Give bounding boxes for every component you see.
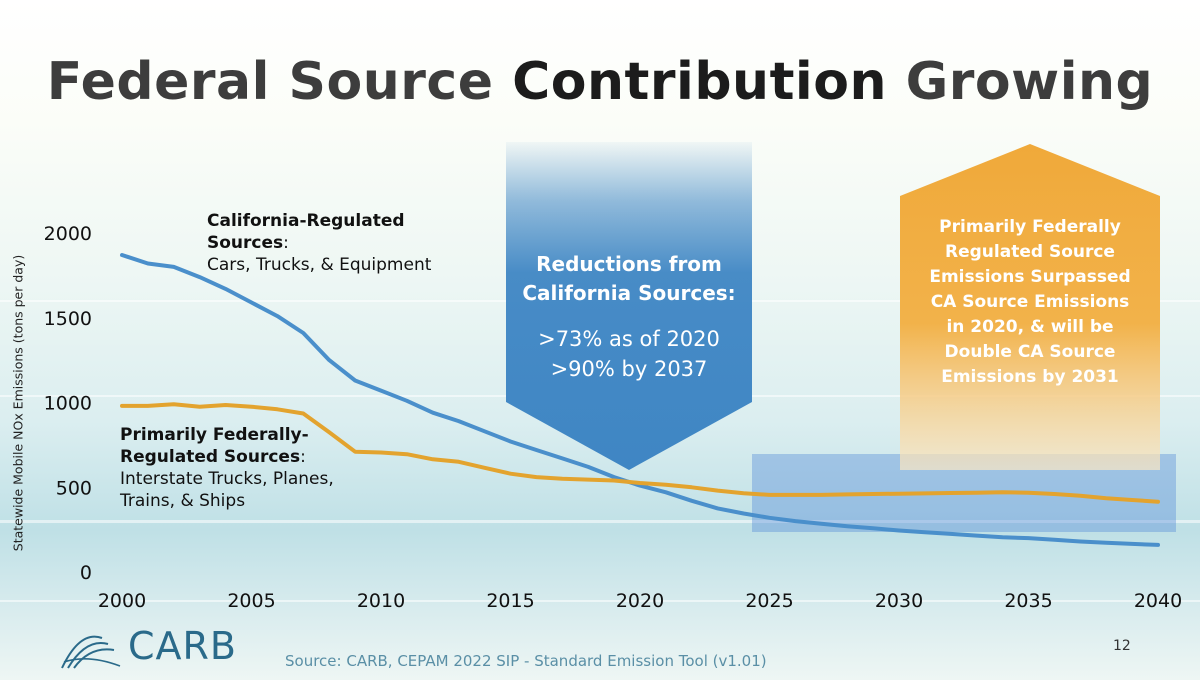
page-number: 12 (1113, 638, 1131, 654)
x-tick-label: 2000 (98, 590, 146, 612)
fed-title-line2: Regulated Sources (120, 447, 301, 467)
slide-title: Federal Source Contribution Growing (0, 52, 1200, 112)
orange-callout-line: Emissions Surpassed (929, 267, 1131, 287)
orange-callout-line: in 2020, & will be (946, 317, 1114, 337)
title-part-2: Contribution (512, 52, 887, 112)
x-tick-label: 2005 (227, 590, 275, 612)
orange-callout-text: Primarily Federally Regulated Source Emi… (900, 215, 1160, 390)
orange-callout-line: Double CA Source (944, 342, 1116, 362)
title-part-1: Federal Source (46, 52, 513, 112)
y-tick-label: 500 (56, 477, 92, 499)
x-tick-label: 2020 (616, 590, 664, 612)
title-part-3: Growing (887, 52, 1154, 112)
federal-sources-line (120, 402, 1160, 504)
y-tick-label: 0 (80, 562, 92, 584)
blue-callout-arrow (506, 142, 752, 470)
x-tick-label: 2035 (1004, 590, 1052, 612)
blue-callout-line-1: >73% as of 2020 (538, 327, 720, 351)
fed-title-colon: : (300, 447, 306, 467)
fed-title-line1: Primarily Federally- (120, 425, 309, 445)
y-tick-label: 1500 (44, 308, 92, 330)
ca-title-line1: California-Regulated (207, 211, 405, 231)
x-tick-label: 2015 (486, 590, 534, 612)
orange-callout-line: Primarily Federally (939, 217, 1121, 237)
ca-sources-annotation: California-Regulated Sources: Cars, Truc… (207, 210, 431, 276)
blue-callout-text: Reductions from California Sources: >73%… (506, 250, 752, 384)
ca-desc: Cars, Trucks, & Equipment (207, 255, 432, 275)
orange-callout-arrow (900, 144, 1160, 470)
carb-logo-text: CARB (128, 624, 238, 668)
x-tick-label: 2025 (745, 590, 793, 612)
source-note: Source: CARB, CEPAM 2022 SIP - Standard … (285, 652, 767, 670)
y-axis-label: Statewide Mobile NOx Emissions (tons per… (10, 254, 26, 552)
x-tick-label: 2030 (875, 590, 923, 612)
blue-callout-line-2: >90% by 2037 (550, 357, 708, 381)
blue-callout-title-2: California Sources: (522, 281, 736, 305)
carb-logo-arcs-icon (61, 635, 121, 669)
ca-title-line2: Sources (207, 233, 284, 253)
fed-desc-line1: Interstate Trucks, Planes, (120, 469, 334, 489)
ca-sources-line (120, 253, 1160, 547)
fed-desc-line2: Trains, & Ships (120, 491, 246, 511)
y-tick-label: 1000 (44, 393, 92, 415)
orange-callout-line: Regulated Source (945, 242, 1115, 262)
fed-sources-annotation: Primarily Federally- Regulated Sources: … (120, 424, 334, 512)
ca-title-colon: : (283, 233, 289, 253)
x-tick-label: 2040 (1134, 590, 1182, 612)
x-tick-label: 2010 (357, 590, 405, 612)
orange-callout-line: CA Source Emissions (930, 292, 1130, 312)
blue-callout-title-1: Reductions from (536, 252, 722, 276)
orange-callout-line: Emissions by 2031 (941, 367, 1119, 387)
y-tick-label: 2000 (44, 223, 92, 245)
